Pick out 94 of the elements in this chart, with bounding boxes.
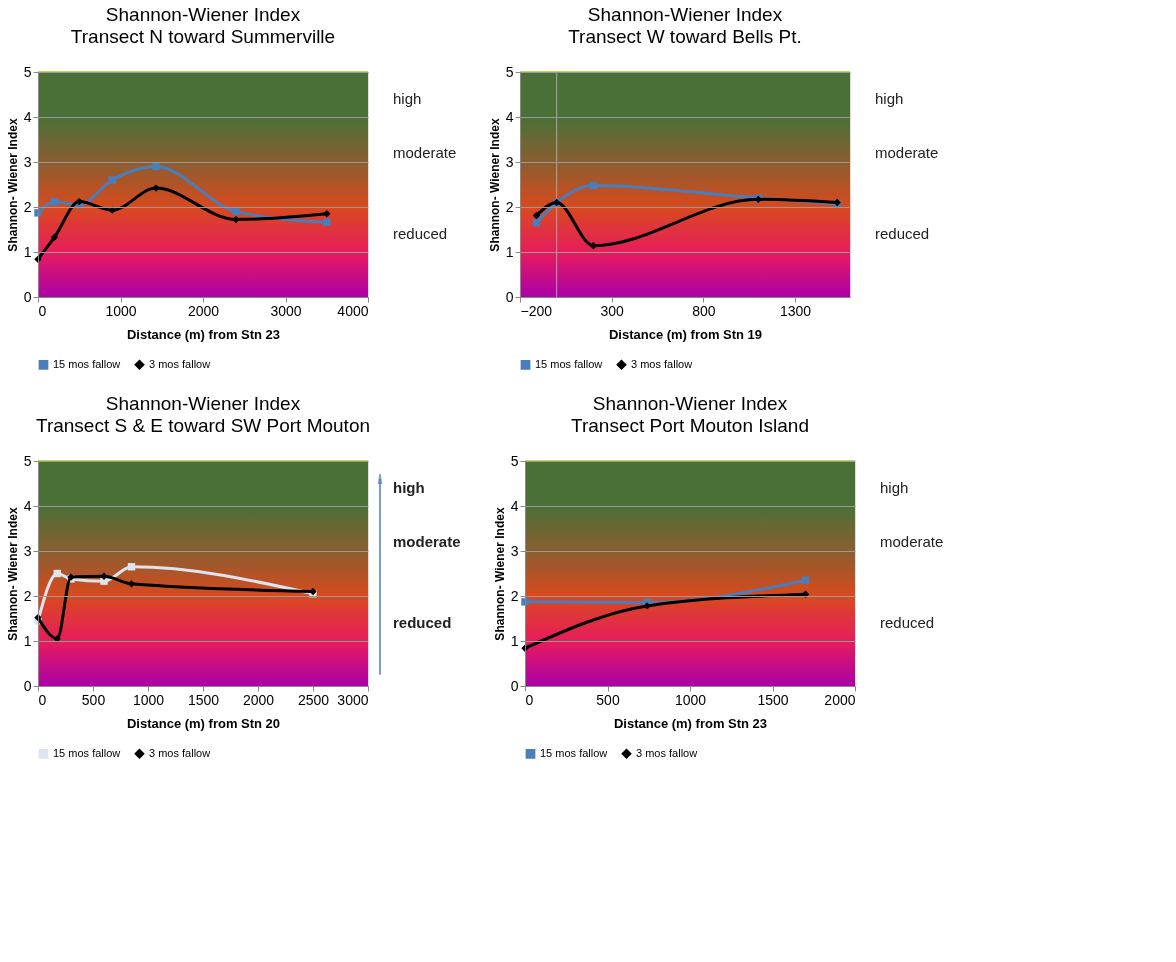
point — [127, 580, 136, 588]
text: moderate — [875, 144, 939, 161]
text: moderate — [393, 144, 457, 161]
point — [108, 206, 116, 214]
y-tick-label: 0 — [23, 677, 32, 694]
text: high — [393, 90, 422, 107]
point — [53, 635, 61, 643]
y-axis-title: Shannon- Wiener Index — [5, 118, 20, 252]
x-tick-label: 0 — [38, 302, 47, 319]
chart-title: Shannon-Wiener Index — [592, 393, 788, 414]
x-tick-label: −200 — [520, 302, 553, 319]
legend-label: 15 mos fallow — [535, 357, 603, 370]
x-tick-label: 1000 — [105, 302, 137, 319]
y-tick-label: 4 — [23, 497, 32, 514]
y-tick-label: 4 — [505, 108, 514, 125]
legend-label: 3 mos fallow — [636, 746, 698, 759]
text: reduced — [875, 225, 930, 242]
x-tick-label: 1500 — [757, 691, 789, 708]
x-tick-label: 1500 — [187, 691, 220, 708]
point — [232, 215, 240, 224]
y-tick-label: 2 — [23, 587, 32, 604]
point — [152, 162, 160, 171]
legend-label: 15 mos fallow — [540, 746, 608, 759]
text: reduced — [393, 614, 452, 631]
x-tick-label: 0 — [38, 691, 47, 708]
point — [521, 598, 529, 606]
text: reduced — [393, 225, 448, 242]
text: high — [393, 479, 425, 496]
y-tick-label: 1 — [23, 243, 32, 260]
y-tick-label: 5 — [23, 63, 32, 80]
y-tick-label: 3 — [23, 153, 32, 170]
y-tick-label: 3 — [510, 542, 519, 559]
x-tick-label: 500 — [596, 691, 620, 708]
chart-title: Shannon-Wiener Index — [587, 4, 783, 25]
x-axis-title: Distance (m) from Stn 23 — [613, 715, 768, 731]
y-tick-label: 5 — [23, 452, 32, 469]
y-tick-label: 1 — [510, 632, 519, 649]
y-tick-label: 3 — [23, 542, 32, 559]
y-tick-label: 5 — [510, 452, 519, 469]
y-axis-title: Shannon- Wiener Index — [487, 118, 502, 252]
chart-title: Shannon-Wiener Index — [105, 393, 301, 414]
y-tick-label: 0 — [23, 288, 32, 305]
y-axis-title: Shannon- Wiener Index — [5, 507, 20, 641]
chart-subtitle: Transect N toward Summerville — [70, 26, 336, 47]
y-tick-label: 2 — [505, 198, 514, 215]
x-tick-label: 2000 — [824, 691, 856, 708]
text: moderate — [393, 533, 461, 550]
y-tick-label: 2 — [23, 198, 32, 215]
x-tick-label: 500 — [81, 691, 106, 708]
y-tick-label: 1 — [505, 243, 514, 260]
text: moderate — [880, 533, 944, 550]
point — [34, 613, 42, 622]
chart-subtitle: Transect Port Mouton Island — [571, 415, 809, 436]
x-tick-label: 3000 — [337, 691, 369, 708]
chart-subtitle: Transect S & E toward SW Port Mouton — [35, 415, 371, 436]
y-axis-title: Shannon- Wiener Index — [492, 507, 507, 641]
text: high — [880, 479, 909, 496]
x-tick-label: 3000 — [270, 302, 302, 319]
y-tick-label: 0 — [505, 288, 514, 305]
chart-subtitle: Transect W toward Bells Pt. — [568, 26, 802, 47]
x-tick-label: 1000 — [132, 691, 165, 708]
x-tick-label: 1000 — [674, 691, 707, 708]
point — [34, 209, 42, 217]
legend-label: 15 mos fallow — [53, 357, 121, 370]
x-tick-label: 2000 — [242, 691, 275, 708]
text: high — [875, 90, 904, 107]
y-tick-label: 4 — [510, 497, 519, 514]
point — [108, 176, 116, 184]
x-tick-label: 0 — [525, 691, 534, 708]
chart-title: Shannon-Wiener Index — [105, 4, 301, 25]
y-tick-label: 2 — [510, 587, 519, 604]
legend-label: 3 mos fallow — [631, 357, 693, 370]
y-tick-label: 1 — [23, 632, 32, 649]
point — [232, 207, 240, 216]
point — [75, 197, 83, 206]
legend-label: 15 mos fallow — [53, 746, 121, 759]
y-tick-label: 4 — [23, 108, 32, 125]
y-tick-label: 0 — [510, 677, 519, 694]
x-axis-title: Distance (m) from Stn 19 — [608, 326, 763, 342]
x-tick-label: 800 — [692, 302, 716, 319]
x-axis-title: Distance (m) from Stn 23 — [126, 326, 281, 342]
x-tick-label: 2000 — [187, 302, 220, 319]
legend-label: 3 mos fallow — [149, 746, 211, 759]
x-tick-label: 1300 — [779, 302, 812, 319]
point — [323, 210, 331, 218]
y-tick-label: 5 — [505, 63, 514, 80]
x-tick-label: 300 — [600, 302, 625, 319]
x-tick-label: 2500 — [297, 691, 330, 708]
point — [50, 233, 59, 241]
x-axis-title: Distance (m) from Stn 20 — [126, 715, 281, 731]
text: reduced — [880, 614, 935, 631]
y-tick-label: 3 — [505, 153, 514, 170]
legend-label: 3 mos fallow — [149, 357, 211, 370]
x-tick-label: 4000 — [337, 302, 369, 319]
